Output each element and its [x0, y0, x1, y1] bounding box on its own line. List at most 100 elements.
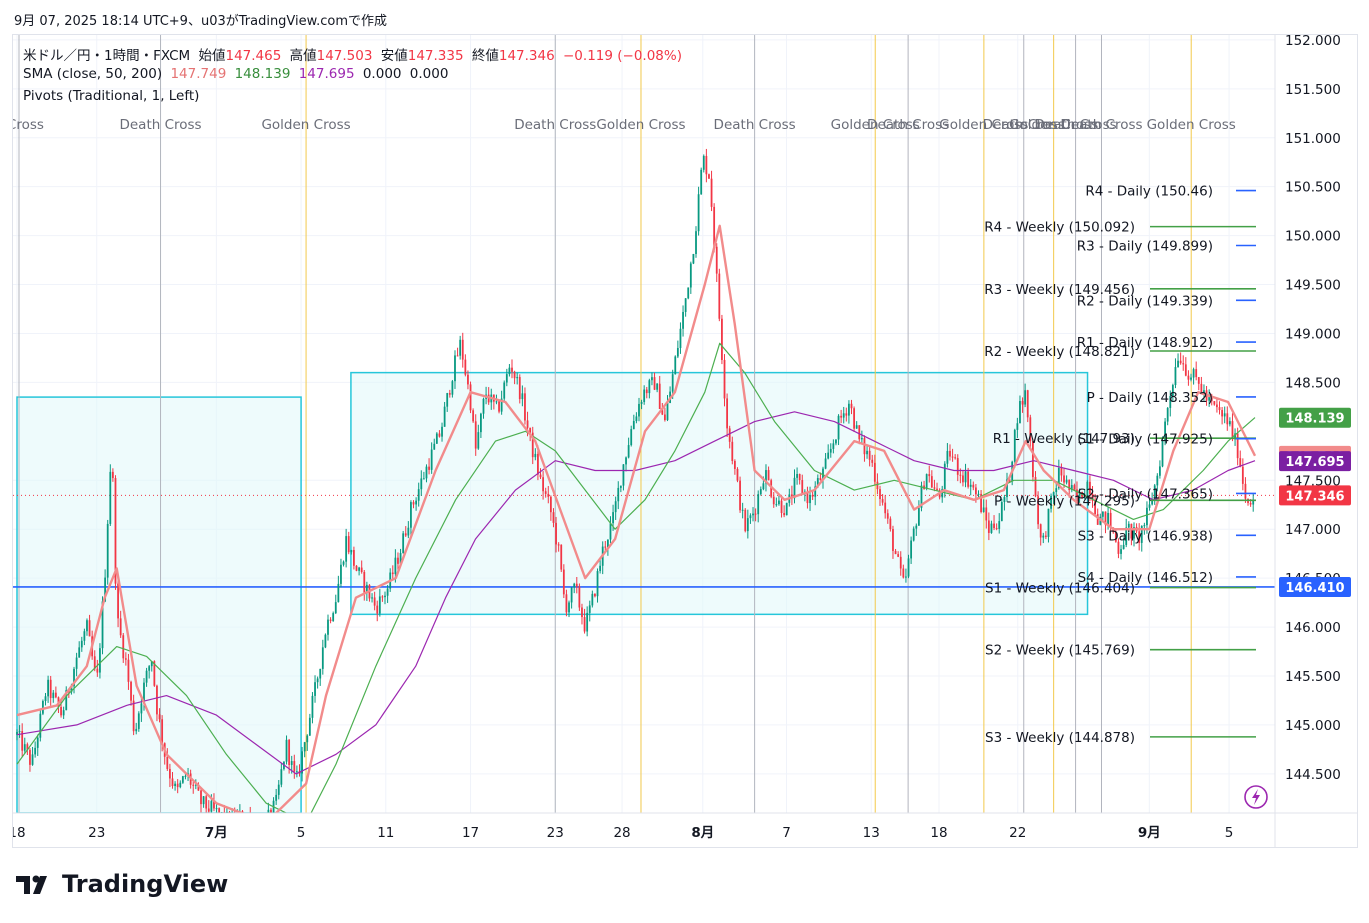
candle-body — [949, 450, 951, 457]
sma-value-e: 0.000 — [409, 66, 449, 82]
candle-body — [1032, 441, 1034, 478]
candle-body — [1203, 390, 1205, 394]
sma-value-c: 147.695 — [298, 66, 355, 82]
candle-body — [231, 815, 233, 827]
candle-body — [863, 438, 866, 455]
candle-body — [39, 713, 42, 738]
candle-body — [327, 619, 329, 635]
candle-body — [806, 491, 809, 504]
price-tick-label: 147.500 — [1285, 473, 1341, 489]
candle-body — [52, 692, 55, 699]
price-tick-label: 150.500 — [1285, 180, 1341, 196]
alert-bolt-icon[interactable] — [1244, 785, 1268, 809]
candle-body — [197, 784, 200, 791]
time-tick-label: 9月 — [1138, 825, 1161, 841]
symbol-label[interactable]: 米ドル／円・1時間・FXCM — [23, 48, 191, 64]
cross-label-golden: Golden Cross — [1009, 117, 1098, 133]
candle-body — [1117, 541, 1120, 554]
candle-body — [1070, 485, 1073, 491]
candle-body — [985, 507, 988, 521]
candle-body — [588, 605, 591, 613]
candle-body — [270, 809, 272, 813]
candle-body — [456, 355, 459, 357]
candle-body — [249, 815, 251, 816]
candle-body — [247, 815, 249, 818]
candle-body — [96, 668, 99, 673]
pivots-label[interactable]: Pivots (Traditional, 1, Left) — [23, 88, 200, 104]
candle-body — [65, 690, 68, 711]
candle-body — [1223, 413, 1226, 417]
candle-body — [723, 359, 726, 399]
candle-body — [1037, 496, 1040, 525]
candle-body — [474, 421, 477, 449]
ohlc-legend[interactable]: 米ドル／円・1時間・FXCM 始値147.465 高値147.503 安値147… — [23, 44, 686, 64]
candle-body — [648, 380, 651, 394]
candle-body — [873, 462, 876, 482]
open-label: 始値 — [198, 48, 226, 64]
candle-body — [928, 474, 931, 477]
candle-body — [70, 686, 73, 693]
pivots-legend[interactable]: Pivots (Traditional, 1, Left) — [23, 88, 203, 104]
candle-body — [363, 571, 366, 593]
candle-body — [422, 478, 425, 480]
candle-body — [88, 620, 91, 637]
candle-body — [855, 425, 858, 429]
candle-body — [140, 703, 143, 714]
candle-body — [399, 553, 402, 564]
candle-body — [430, 449, 433, 470]
time-tick-label: 11 — [377, 825, 394, 841]
candle-body — [21, 731, 24, 751]
candle-body — [321, 647, 324, 669]
candle-body — [73, 668, 75, 687]
low-label: 安値 — [380, 48, 408, 64]
candle-body — [754, 513, 757, 515]
price-tick-label: 151.000 — [1285, 131, 1341, 147]
candle-body — [1006, 479, 1008, 498]
candle-body — [894, 550, 897, 555]
candle-body — [1252, 500, 1255, 505]
candle-body — [721, 318, 723, 360]
cross-label-golden: Golden Cross — [596, 117, 685, 133]
sma-label[interactable]: SMA (close, 50, 200) — [23, 66, 163, 82]
price-tick-label: 145.000 — [1285, 718, 1341, 734]
candle-body — [1114, 532, 1117, 542]
candle-body — [697, 194, 700, 232]
candle-body — [871, 459, 874, 463]
candle-body — [596, 571, 599, 597]
candle-body — [441, 426, 443, 437]
candle-body — [967, 471, 970, 487]
candle-body — [1156, 475, 1159, 486]
candle-body — [192, 784, 195, 786]
candle-body — [557, 544, 560, 546]
candle-body — [736, 468, 739, 481]
candle-body — [676, 347, 679, 357]
candle-body — [78, 647, 81, 658]
candle-body — [1120, 549, 1122, 554]
candle-body — [1026, 390, 1029, 418]
candle-body — [213, 801, 215, 809]
sma100-line — [16, 342, 1256, 813]
candle-body — [749, 515, 752, 519]
price-tick-label: 149.500 — [1285, 278, 1341, 294]
candle-body — [956, 458, 959, 475]
sma-legend[interactable]: SMA (close, 50, 200) 147.749 148.139 147… — [23, 66, 452, 82]
candle-body — [809, 494, 811, 504]
candle-body — [280, 769, 283, 785]
candle-body — [285, 739, 288, 762]
daily-pivot-label: P - Daily (148.352) — [1087, 390, 1213, 406]
cross-label-death: Death Cross — [867, 117, 949, 133]
candle-body — [194, 784, 197, 786]
candle-body — [726, 398, 729, 429]
candle-body — [1210, 397, 1213, 402]
candle-body — [1190, 377, 1192, 380]
candle-body — [417, 489, 420, 501]
candle-body — [542, 477, 545, 492]
candle-body — [119, 618, 122, 636]
candle-body — [135, 728, 138, 732]
candle-body — [124, 658, 127, 660]
candle-body — [902, 568, 905, 578]
candle-body — [583, 617, 586, 632]
candle-body — [1171, 385, 1174, 397]
